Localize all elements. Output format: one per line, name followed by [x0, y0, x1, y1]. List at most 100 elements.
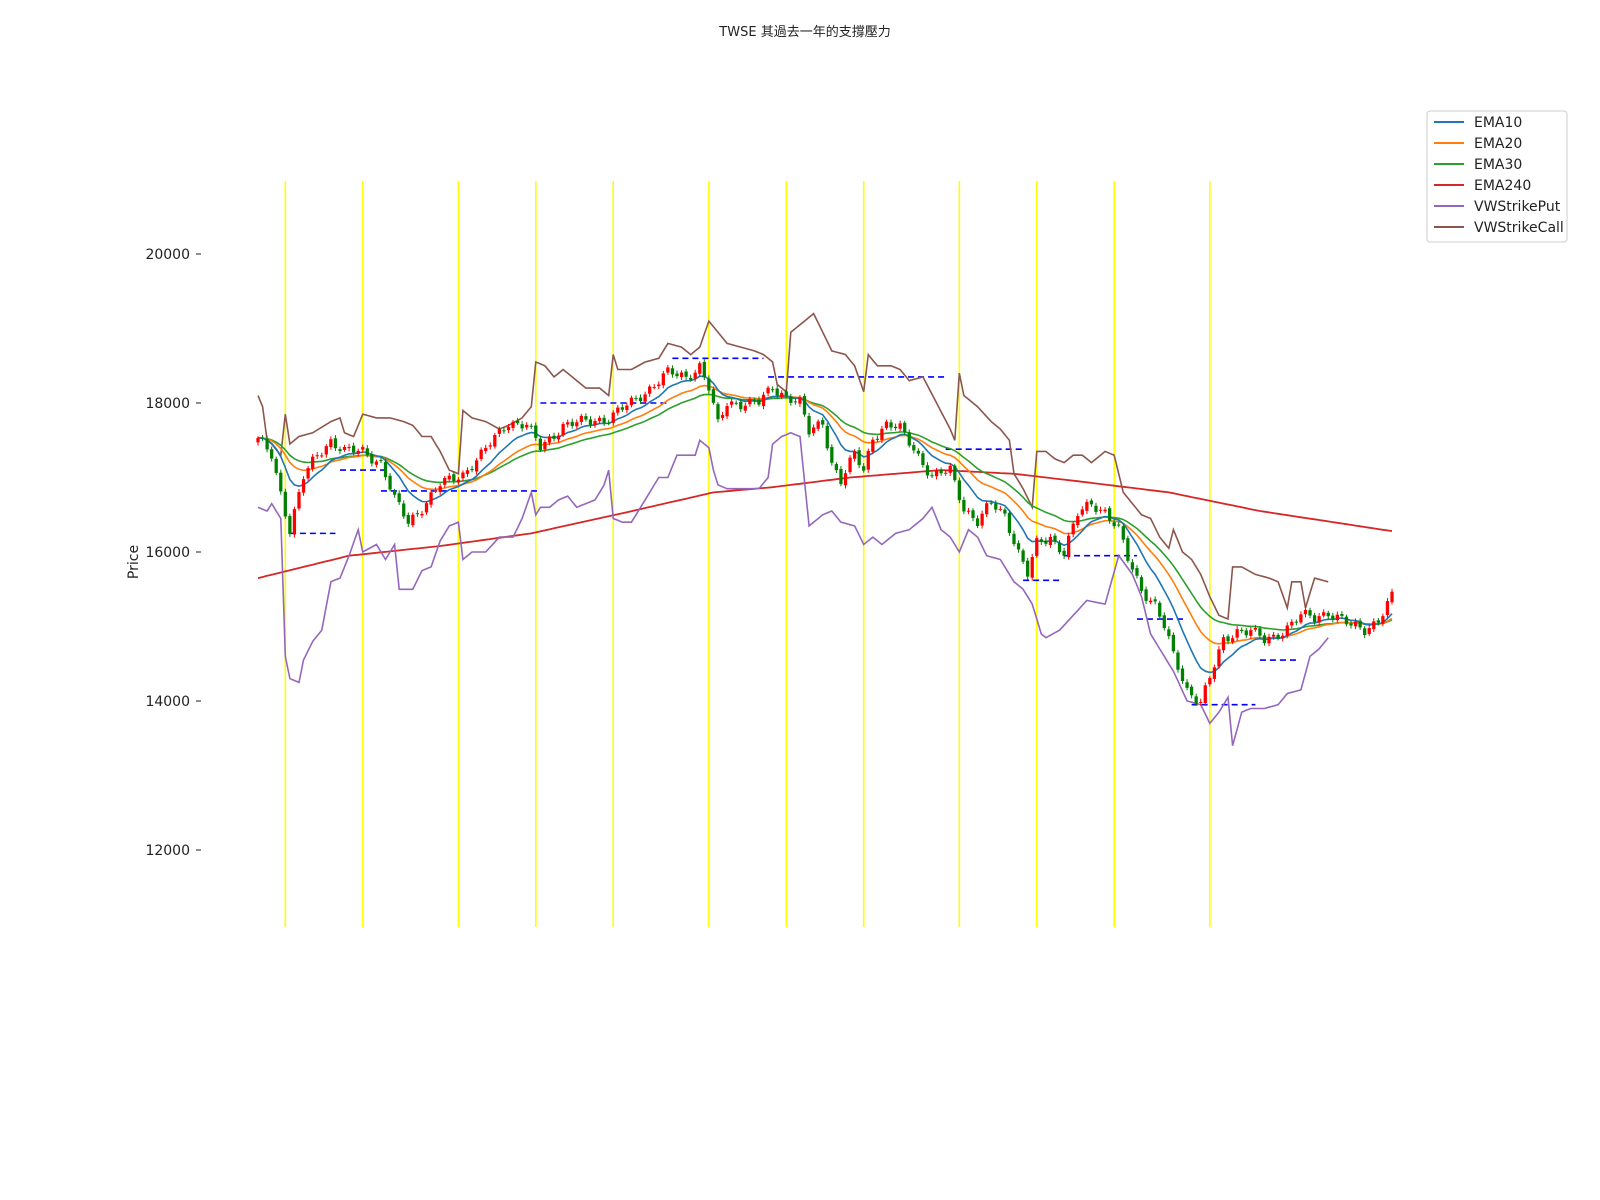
candle-body: [934, 470, 939, 477]
candle-body: [1016, 543, 1021, 550]
candle-body: [784, 391, 788, 396]
candle-body: [743, 405, 747, 411]
candle-body: [903, 422, 907, 432]
candle-body: [807, 415, 811, 435]
candle-body: [1385, 601, 1390, 615]
candle-body: [611, 412, 615, 423]
candle-body: [989, 502, 993, 504]
candle-body: [1035, 538, 1039, 556]
y-tick-label: 14000: [145, 694, 190, 710]
candle-body: [1208, 677, 1212, 685]
legend: EMA10 EMA20 EMA30 EMA240 VWStrikePut VWStrike…: [1426, 110, 1568, 243]
candle-body: [1112, 522, 1116, 527]
candle-body: [1176, 652, 1180, 670]
candle-body: [634, 398, 638, 400]
candle-body: [912, 445, 916, 451]
candle-body: [693, 372, 697, 379]
candle-body: [1044, 540, 1048, 544]
candle-body: [547, 436, 552, 443]
candle-body: [1167, 629, 1171, 637]
candle-body: [1358, 620, 1362, 628]
vwstrikecall-line: [257, 312, 1329, 621]
indicator-lines: [257, 312, 1393, 746]
candle-body: [925, 465, 930, 476]
candle-body: [374, 461, 379, 465]
ema20-line: [257, 384, 1393, 645]
candle-body: [1308, 610, 1312, 616]
candle-body: [379, 460, 383, 462]
candle-body: [1144, 589, 1148, 601]
candle-body: [916, 450, 921, 454]
candle-body: [1148, 600, 1153, 603]
candle-body: [720, 415, 725, 418]
candle-body: [593, 421, 597, 425]
candle-body: [597, 417, 602, 422]
candle-body: [1076, 516, 1080, 526]
candle-body: [288, 516, 292, 535]
candle-body: [1267, 636, 1271, 644]
candle-body: [1199, 701, 1203, 703]
candle-body: [1303, 609, 1308, 615]
candle-body: [875, 438, 880, 440]
candle-body: [1285, 625, 1289, 636]
candle-body: [297, 492, 301, 509]
candle-body: [1194, 696, 1198, 704]
candle-body: [543, 441, 547, 450]
candle-body: [392, 490, 397, 495]
candle-body: [1103, 509, 1107, 512]
candle-body: [292, 509, 297, 535]
candle-body: [493, 434, 497, 447]
candle-body: [415, 513, 420, 515]
candle-body: [1367, 628, 1371, 634]
candle-body: [839, 468, 843, 485]
ema240-line: [257, 469, 1393, 579]
candle-body: [461, 472, 465, 479]
candle-body: [1331, 615, 1335, 620]
candle-body: [488, 445, 492, 447]
candle-body: [620, 407, 624, 410]
candle-body: [406, 514, 410, 524]
candle-body: [657, 384, 661, 387]
candle-body: [679, 372, 684, 378]
candle-body: [1089, 500, 1094, 505]
candle-body: [994, 503, 998, 510]
candle-body: [579, 415, 583, 422]
candle-body: [684, 371, 688, 377]
chart-title: TWSE 其過去一年的支撐壓力: [718, 24, 890, 40]
candle-body: [761, 394, 766, 407]
candle-body: [939, 470, 943, 474]
candle-body: [1021, 550, 1025, 562]
candle-body: [484, 447, 488, 451]
candle-body: [866, 450, 870, 470]
candle-body: [1098, 509, 1103, 511]
candle-body: [1221, 637, 1226, 651]
candle-body: [283, 491, 287, 517]
candle-body: [1271, 634, 1276, 637]
y-tick-label: 18000: [145, 396, 190, 412]
candle-body: [702, 361, 706, 378]
candle-body: [1212, 667, 1217, 679]
candle-body: [607, 422, 611, 424]
candle-body: [811, 427, 816, 434]
candle-body: [930, 475, 934, 477]
candle-body: [424, 503, 429, 513]
candle-body: [1039, 539, 1043, 542]
candle-body: [1363, 628, 1367, 635]
candle-body: [1126, 538, 1130, 561]
candle-body: [575, 422, 579, 427]
support-resistance-levels: [289, 357, 1297, 706]
candle-body: [265, 438, 269, 450]
candle-body: [479, 449, 483, 460]
candle-body: [971, 510, 975, 518]
candle-body: [834, 464, 839, 471]
candle-body: [1189, 686, 1194, 696]
candle-body: [1381, 616, 1385, 624]
candle-body: [370, 454, 374, 464]
candle-body: [666, 367, 670, 373]
candle-body: [857, 450, 861, 466]
candle-body: [985, 503, 989, 515]
legend-label: EMA240: [1474, 178, 1531, 194]
candle-body: [889, 422, 893, 428]
candle-body: [1249, 630, 1253, 636]
